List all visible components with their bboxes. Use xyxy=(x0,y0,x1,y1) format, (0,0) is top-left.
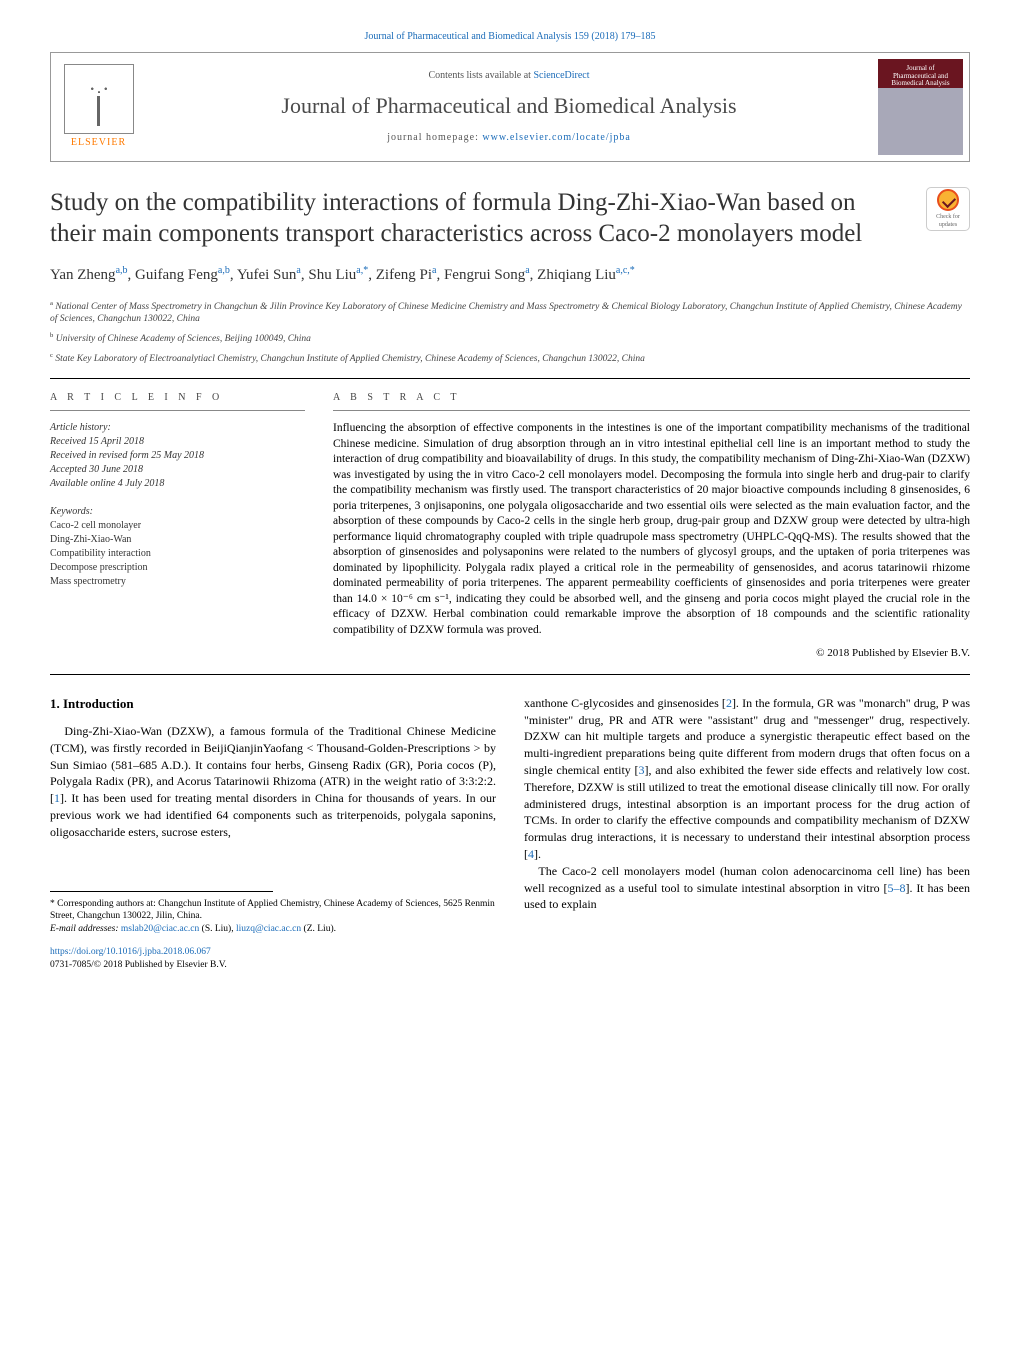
homepage-line: journal homepage: www.elsevier.com/locat… xyxy=(387,131,631,145)
journal-name: Journal of Pharmaceutical and Biomedical… xyxy=(281,91,736,122)
corresponding-author-footnote: * Corresponding authors at: Changchun In… xyxy=(50,898,496,936)
affiliation: b University of Chinese Academy of Scien… xyxy=(50,332,970,346)
email-label: E-mail addresses: xyxy=(50,924,121,934)
history-header: Article history: xyxy=(50,422,111,433)
email-link[interactable]: mslab20@ciac.ac.cn xyxy=(121,924,199,934)
doi-link[interactable]: https://doi.org/10.1016/j.jpba.2018.06.0… xyxy=(50,947,211,957)
footnote-emails: E-mail addresses: mslab20@ciac.ac.cn (S.… xyxy=(50,923,496,936)
affiliation: a National Center of Mass Spectrometry i… xyxy=(50,300,970,327)
footnote-rule xyxy=(50,891,273,892)
journal-cover-text: Journal of Pharmaceutical and Biomedical… xyxy=(882,63,959,90)
homepage-prefix: journal homepage: xyxy=(387,132,482,143)
received-date: Received 15 April 2018 xyxy=(50,435,305,449)
check-icon xyxy=(937,189,959,211)
article-info-col: A R T I C L E I N F O Article history: R… xyxy=(50,391,305,662)
article-info-label: A R T I C L E I N F O xyxy=(50,391,305,405)
info-abstract-row: A R T I C L E I N F O Article history: R… xyxy=(50,391,970,662)
email-who: (Z. Liu). xyxy=(301,924,336,934)
page: Journal of Pharmaceutical and Biomedical… xyxy=(0,0,1020,1013)
sciencedirect-link[interactable]: ScienceDirect xyxy=(533,70,589,81)
abstract-label: A B S T R A C T xyxy=(333,391,970,405)
journal-cover: Journal of Pharmaceutical and Biomedical… xyxy=(878,59,963,155)
thin-divider xyxy=(333,410,970,411)
article-history: Article history: Received 15 April 2018 … xyxy=(50,421,305,491)
thin-divider xyxy=(50,410,305,411)
keyword: Compatibility interaction xyxy=(50,547,305,561)
keywords-header: Keywords: xyxy=(50,505,305,519)
intro-paragraph-3: The Caco-2 cell monolayers model (human … xyxy=(524,863,970,913)
keyword: Ding-Zhi-Xiao-Wan xyxy=(50,533,305,547)
revised-date: Received in revised form 25 May 2018 xyxy=(50,449,305,463)
top-journal-link[interactable]: Journal of Pharmaceutical and Biomedical… xyxy=(50,30,970,44)
ref-link[interactable]: 5–8 xyxy=(887,881,905,895)
body-right-col: xanthone C-glycosides and ginsenosides [… xyxy=(524,695,970,973)
online-date: Available online 4 July 2018 xyxy=(50,477,305,491)
text: ]. It has been used for treating mental … xyxy=(50,791,496,839)
elsevier-label: ELSEVIER xyxy=(71,136,126,150)
accepted-date: Accepted 30 June 2018 xyxy=(50,463,305,477)
keyword: Mass spectrometry xyxy=(50,575,305,589)
affiliation: c State Key Laboratory of Electroanalyti… xyxy=(50,352,970,366)
email-who: (S. Liu), xyxy=(199,924,236,934)
copyright: © 2018 Published by Elsevier B.V. xyxy=(333,646,970,661)
intro-paragraph-2: xanthone C-glycosides and ginsenosides [… xyxy=(524,695,970,863)
text: ], and also exhibited the fewer side eff… xyxy=(524,763,970,861)
body-left-col: 1. Introduction Ding-Zhi-Xiao-Wan (DZXW)… xyxy=(50,695,496,973)
text: xanthone C-glycosides and ginsenosides [ xyxy=(524,696,726,710)
email-link[interactable]: liuzq@ciac.ac.cn xyxy=(236,924,301,934)
keyword: Caco-2 cell monolayer xyxy=(50,519,305,533)
header-center: Contents lists available at ScienceDirec… xyxy=(146,53,872,161)
elsevier-tree-icon xyxy=(64,64,134,134)
homepage-link[interactable]: www.elsevier.com/locate/jpba xyxy=(482,132,630,143)
affiliations: a National Center of Mass Spectrometry i… xyxy=(50,300,970,367)
title-row: Study on the compatibility interactions … xyxy=(50,187,970,250)
journal-header: ELSEVIER Contents lists available at Sci… xyxy=(50,52,970,162)
abstract-text: Influencing the absorption of effective … xyxy=(333,421,970,638)
text: ]. xyxy=(534,847,541,861)
divider xyxy=(50,674,970,675)
footnote-star: * Corresponding authors at: Changchun In… xyxy=(50,898,496,924)
divider xyxy=(50,378,970,379)
intro-paragraph-1: Ding-Zhi-Xiao-Wan (DZXW), a famous formu… xyxy=(50,723,496,841)
check-updates-badge[interactable]: Check for updates xyxy=(926,187,970,231)
doi-block: https://doi.org/10.1016/j.jpba.2018.06.0… xyxy=(50,946,496,973)
body-columns: 1. Introduction Ding-Zhi-Xiao-Wan (DZXW)… xyxy=(50,695,970,973)
abstract-col: A B S T R A C T Influencing the absorpti… xyxy=(333,391,970,662)
contents-line: Contents lists available at ScienceDirec… xyxy=(428,69,589,83)
contents-prefix: Contents lists available at xyxy=(428,70,533,81)
keywords-list: Caco-2 cell monolayerDing-Zhi-Xiao-WanCo… xyxy=(50,519,305,589)
elsevier-logo: ELSEVIER xyxy=(51,53,146,161)
check-updates-text: Check for updates xyxy=(927,213,969,230)
article-title: Study on the compatibility interactions … xyxy=(50,187,906,250)
keyword: Decompose prescription xyxy=(50,561,305,575)
issn-line: 0731-7085/© 2018 Published by Elsevier B… xyxy=(50,959,496,972)
section-heading: 1. Introduction xyxy=(50,695,496,713)
authors: Yan Zhenga,b, Guifang Fenga,b, Yufei Sun… xyxy=(50,264,970,286)
